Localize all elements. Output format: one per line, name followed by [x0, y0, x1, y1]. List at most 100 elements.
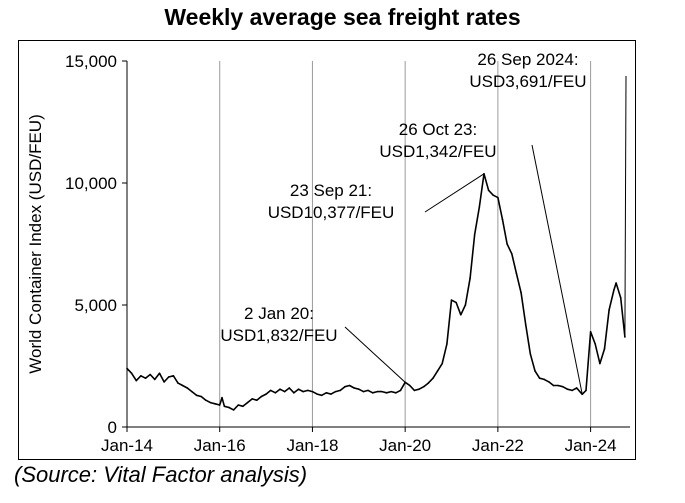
data-point	[376, 390, 379, 393]
data-point	[297, 388, 300, 390]
data-point	[603, 348, 606, 350]
data-point	[158, 372, 161, 375]
y-axis-label: World Container Index (USD/FEU)	[26, 114, 45, 374]
data-point	[330, 393, 332, 395]
annotation-label: USD1,342/FEU	[379, 142, 496, 161]
data-point	[571, 389, 573, 392]
data-point	[589, 331, 592, 333]
data-point	[242, 405, 244, 408]
data-point	[566, 388, 569, 390]
data-point	[478, 206, 481, 209]
data-point	[557, 384, 559, 387]
data-point	[246, 401, 249, 404]
data-point	[450, 299, 453, 301]
data-point	[214, 403, 216, 405]
data-point	[543, 378, 546, 381]
data-point	[228, 406, 230, 409]
data-point	[432, 377, 434, 380]
data-point	[529, 353, 532, 355]
data-point	[283, 390, 286, 393]
data-point	[585, 389, 587, 392]
data-point	[552, 384, 555, 387]
data-point	[223, 405, 226, 408]
data-point	[510, 252, 513, 255]
data-point	[608, 309, 610, 311]
annotation-label: 26 Sep 2024:	[477, 50, 578, 69]
data-point	[612, 289, 615, 292]
data-point	[316, 393, 318, 395]
data-point	[418, 388, 420, 390]
annotation-leader	[424, 173, 485, 213]
data-point	[126, 367, 128, 370]
x-tick-label: Jan-14	[101, 436, 153, 455]
data-point	[135, 379, 138, 382]
x-tick-label: Jan-16	[194, 436, 246, 455]
chart-title: Weekly average sea freight rates	[164, 4, 521, 30]
data-point	[334, 390, 337, 393]
data-point	[149, 373, 151, 376]
chart-svg: 2 Jan 20: USD1,832/FEU 23 Sep 21: USD10,377…	[26, 50, 630, 455]
data-point	[339, 389, 342, 392]
data-point	[408, 384, 411, 387]
y-tick-label: 5,000	[74, 296, 117, 315]
y-tick-label: 10,000	[65, 174, 117, 193]
data-point	[501, 218, 504, 221]
data-point	[497, 196, 499, 199]
axis-labels: 0 5,000 10,000 15,000 Jan-14 Jan-16 Jan-18 Jan-…	[26, 52, 617, 455]
data-point	[548, 381, 550, 383]
data-point	[422, 385, 425, 388]
data-point	[459, 313, 462, 316]
data-point	[506, 243, 508, 245]
data-point	[348, 384, 351, 387]
data-point	[538, 377, 541, 380]
data-point	[436, 370, 439, 372]
data-point	[413, 389, 416, 392]
x-tick-label: Jan-22	[472, 436, 524, 455]
data-point	[195, 394, 198, 397]
data-point	[269, 389, 272, 392]
data-point	[209, 401, 212, 404]
chart-frame: 2 Jan 20: USD1,832/FEU 23 Sep 21: USD10,377…	[18, 40, 636, 460]
data-point	[492, 194, 495, 196]
data-point	[311, 390, 314, 393]
data-point	[599, 362, 601, 365]
data-point	[154, 378, 156, 381]
data-point	[221, 396, 223, 399]
y-tick-label: 0	[108, 418, 117, 437]
data-point	[144, 377, 147, 380]
data-point	[167, 376, 170, 378]
annotations: 2 Jan 20: USD1,832/FEU 23 Sep 21: USD10,377…	[220, 50, 627, 395]
data-point	[293, 392, 295, 394]
annotation-label: USD3,691/FEU	[469, 72, 586, 91]
annotation-leader	[344, 326, 406, 383]
data-point	[594, 343, 597, 345]
data-point	[218, 404, 221, 406]
data-point	[395, 392, 397, 394]
data-point	[302, 390, 304, 393]
data-point	[427, 382, 430, 384]
annotation-label: 2 Jan 20:	[244, 304, 314, 323]
data-point	[307, 389, 309, 392]
data-point	[205, 399, 207, 401]
grid-lines	[219, 61, 592, 427]
annotation-label: 26 Oct 23:	[399, 120, 477, 139]
x-tick-label: Jan-20	[379, 436, 431, 455]
data-point	[390, 390, 393, 393]
data-point	[446, 343, 448, 345]
data-point	[200, 395, 202, 398]
data-point	[191, 390, 193, 393]
data-point	[140, 374, 142, 377]
source-note: (Source: Vital Factor analysis)	[14, 462, 308, 487]
annotation-leader	[531, 144, 583, 395]
data-point	[130, 372, 133, 375]
data-point	[385, 392, 388, 394]
data-point	[534, 370, 536, 372]
data-point	[172, 374, 175, 377]
data-point	[177, 382, 179, 384]
data-point	[186, 387, 189, 389]
data-point	[274, 392, 277, 394]
axes	[122, 60, 630, 432]
data-point	[344, 385, 346, 388]
data-point	[441, 362, 444, 365]
data-point	[367, 389, 369, 392]
